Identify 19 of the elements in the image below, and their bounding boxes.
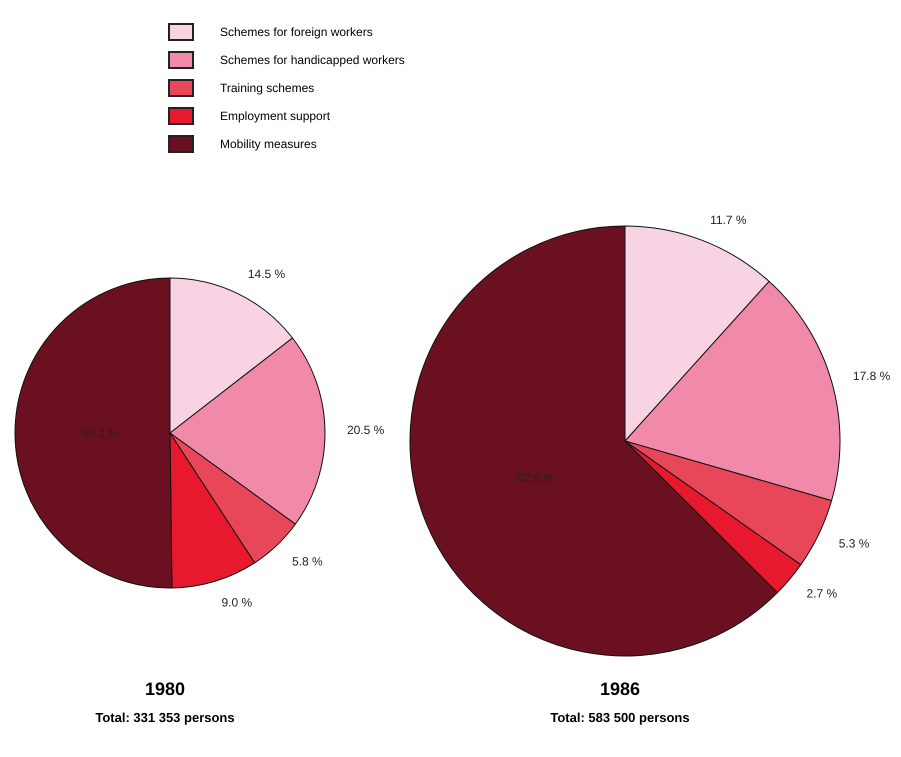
text: Total: 583 500 persons (549, 710, 691, 725)
data-label: 17.8 % (852, 369, 891, 384)
data-label: 11.7 % (710, 212, 747, 227)
data-label: 5.8 % (292, 554, 323, 568)
text: 1986 (598, 679, 642, 700)
legend-label: Mobility measures (220, 137, 317, 151)
data-label: 20.5 % (346, 423, 385, 438)
legend-label: Employment support (220, 109, 330, 123)
data-label: 62.6 % (516, 471, 555, 486)
data-label: 14.5 % (248, 267, 286, 282)
legend-label: Training schemes (220, 81, 314, 95)
legend-label: Schemes for handicapped workers (220, 53, 405, 67)
data-label: 5.3 % (838, 536, 870, 550)
data-label: 2.7 % (806, 586, 838, 600)
text: 1980 (144, 679, 186, 700)
text: Total: 331 353 persons (94, 710, 236, 725)
data-label: 50.2 % (82, 426, 120, 440)
legend-label: Schemes for foreign workers (220, 25, 373, 39)
data-label: 9.0 % (222, 595, 253, 610)
